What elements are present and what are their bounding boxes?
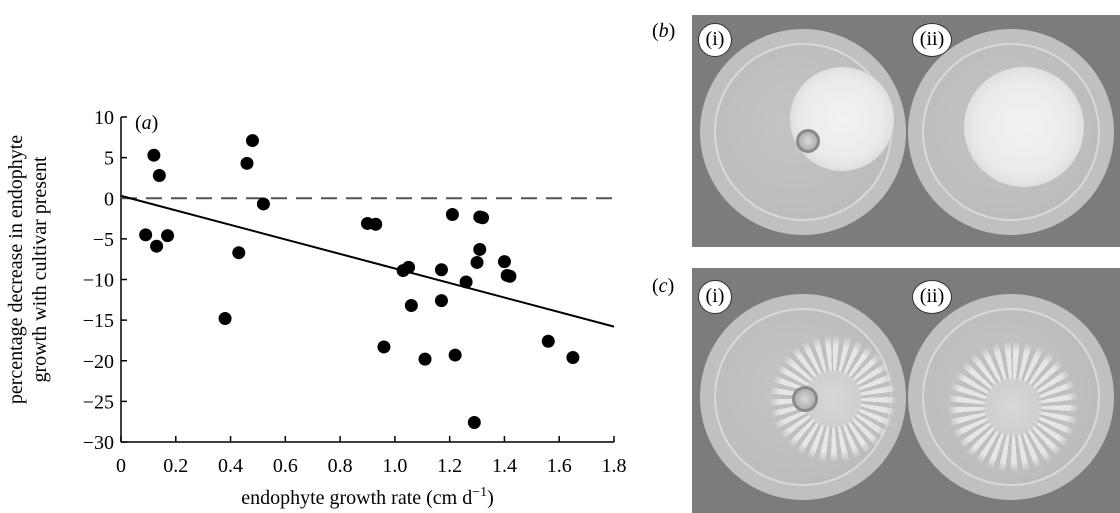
x-tick-label: 0.4 <box>218 455 243 477</box>
data-point <box>467 416 481 429</box>
data-point <box>256 197 270 211</box>
x-axis-label: endophyte growth rate (cm d−1) <box>241 485 494 509</box>
data-point <box>245 134 259 148</box>
data-point <box>404 299 418 312</box>
x-tick-label: 0.2 <box>163 455 188 477</box>
scatter-chart: 0 0.2 0.4 0.6 0.8 1.0 1.2 1.4 1.6 1.8 10 5 0 −5 −10 −15… <box>5 107 627 509</box>
x-tick-label: 1.6 <box>547 455 572 477</box>
data-point <box>473 242 487 256</box>
y-tick-label: 0 <box>104 188 114 210</box>
data-point <box>445 208 459 221</box>
chart-labels: 0 0.2 0.4 0.6 0.8 1.0 1.2 1.4 1.6 1.8 10 5 0 −5 −10 −15… <box>5 107 627 509</box>
data-point <box>402 260 416 274</box>
panel-a-label: (a) <box>135 112 158 134</box>
plate-label-c-i: (i) <box>698 280 732 314</box>
plate-c-ii <box>908 294 1114 500</box>
y-tick-label: 5 <box>104 148 114 170</box>
data-point <box>218 312 232 325</box>
x-tick-label: 1.4 <box>492 455 517 477</box>
y-tick-label: −5 <box>93 229 114 251</box>
x-tick-label: 1.8 <box>602 455 627 477</box>
plate-label-b-i: (i) <box>698 23 732 57</box>
plate-b-ii <box>908 29 1114 235</box>
data-point <box>150 239 164 253</box>
data-point <box>418 352 432 366</box>
y-tick-label: −20 <box>83 351 114 373</box>
y-tick-label: −30 <box>83 432 114 454</box>
y-tick-label: −25 <box>83 391 114 413</box>
chart-axes <box>120 116 615 443</box>
data-point <box>232 246 246 260</box>
data-point <box>503 269 517 283</box>
data-point <box>566 351 580 364</box>
regression-line <box>120 194 615 328</box>
chart-marks <box>120 134 615 429</box>
data-point <box>541 334 555 348</box>
plate-c-i <box>700 294 906 500</box>
data-point <box>448 348 462 362</box>
data-point <box>240 156 254 170</box>
panel-b-photo: (i) (ii) <box>692 15 1120 247</box>
x-tick-label: 1.0 <box>382 455 407 477</box>
data-point <box>470 255 484 269</box>
plate-b-i <box>700 29 906 235</box>
x-tick-label: 0 <box>116 455 126 477</box>
data-point <box>434 294 448 308</box>
panel-c-label: (c) <box>652 275 675 297</box>
panel-b-label: (b) <box>652 20 676 42</box>
data-point <box>147 148 161 162</box>
data-point <box>434 263 448 277</box>
x-tick-label: 1.2 <box>437 455 462 477</box>
data-point <box>476 211 490 225</box>
y-axis-label-line1: percentage decrease in endophyte <box>5 135 27 404</box>
data-point <box>497 255 511 269</box>
data-point <box>377 340 391 354</box>
y-tick-label: −15 <box>83 310 114 332</box>
panel-c-photo: (i) (ii) <box>692 268 1120 513</box>
data-point <box>139 228 153 242</box>
data-point <box>161 229 175 243</box>
x-tick-label: 0.8 <box>328 455 353 477</box>
data-point <box>369 217 383 231</box>
data-point <box>459 275 473 289</box>
plate-label-b-ii: (ii) <box>912 23 952 57</box>
y-tick-label: −10 <box>83 270 114 292</box>
x-tick-label: 0.6 <box>273 455 298 477</box>
plate-label-c-ii: (ii) <box>912 280 952 314</box>
data-point <box>152 169 166 182</box>
y-axis-label-line2: growth with cultivar present <box>29 156 51 382</box>
y-tick-label: 10 <box>94 107 114 129</box>
